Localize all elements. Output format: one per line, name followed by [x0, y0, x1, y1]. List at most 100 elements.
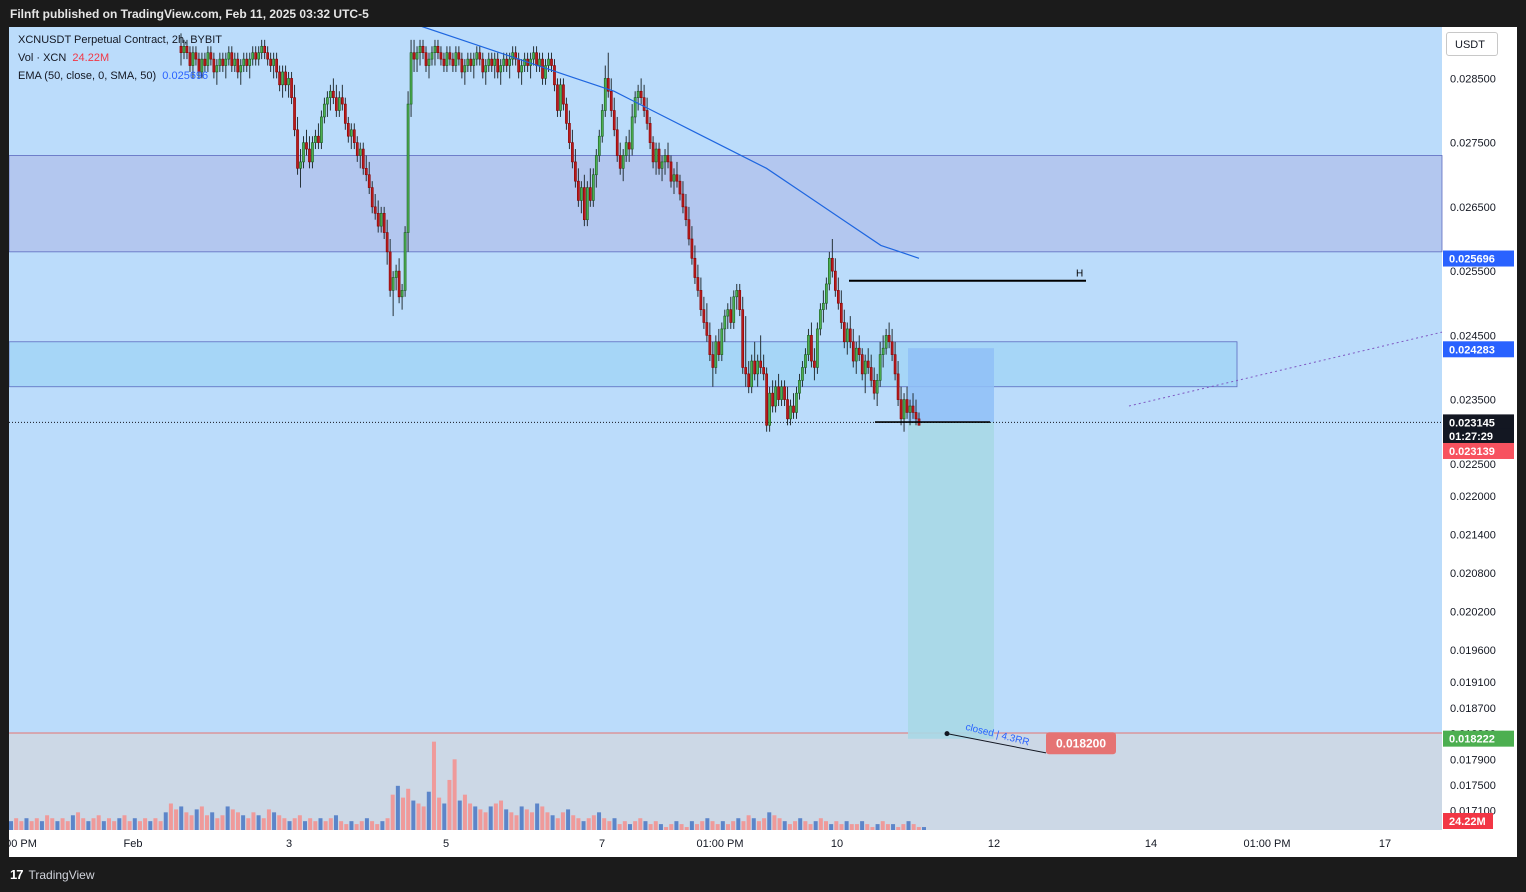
candle-body	[496, 58, 500, 73]
candle-body	[200, 58, 204, 73]
volume-bar	[581, 821, 586, 830]
volume-bar	[370, 821, 375, 830]
candle-body	[836, 290, 840, 304]
candle-body	[370, 187, 374, 208]
candle-body	[845, 328, 849, 343]
candle-body	[705, 322, 709, 336]
candle-body	[221, 58, 225, 66]
volume-bar	[499, 800, 504, 830]
candle-body	[624, 142, 628, 156]
candle-body	[594, 155, 598, 176]
volume-bar	[447, 779, 452, 830]
volume-bar	[50, 818, 55, 830]
candle-body	[586, 187, 589, 221]
candle-body	[630, 116, 634, 150]
candle-body	[457, 52, 461, 60]
candle-body	[305, 142, 308, 150]
candle-body	[798, 380, 801, 394]
candle-body	[299, 161, 302, 169]
price-axis-label	[1443, 250, 1514, 267]
volume-bar	[91, 818, 96, 830]
candle-body	[367, 174, 371, 188]
volume-bar	[602, 818, 607, 830]
candle-body	[469, 58, 473, 66]
volume-bar	[560, 812, 565, 830]
candle-body	[699, 290, 703, 310]
candle-body	[911, 405, 915, 413]
volume-bar	[834, 821, 839, 830]
candle-body	[559, 84, 562, 111]
candle-body	[672, 174, 676, 182]
candle-body	[439, 52, 443, 60]
volume-bar	[509, 812, 514, 830]
candle-body	[236, 58, 240, 73]
candle-body	[218, 58, 222, 66]
volume-bar	[746, 815, 751, 830]
candle-body	[603, 78, 607, 111]
y-tick-label: 0.021400	[1450, 529, 1496, 541]
candle-body	[335, 97, 338, 111]
candle-body	[317, 135, 320, 143]
volume-bar	[442, 803, 447, 830]
x-tick-label: 7	[599, 838, 605, 850]
legend-ema[interactable]: EMA (50, close, 0, SMA, 50) 0.025696	[18, 70, 208, 82]
volume-bar	[839, 824, 844, 830]
candle-body	[502, 58, 506, 66]
volume-bar	[122, 815, 127, 830]
candle-body	[314, 135, 317, 143]
volume-bar	[261, 818, 266, 830]
candle-body	[296, 129, 299, 169]
price-axis-label	[1443, 813, 1493, 829]
volume-bar	[148, 821, 153, 830]
volume-bar	[354, 824, 359, 830]
volume-bar	[421, 806, 426, 830]
volume-bar	[767, 812, 772, 830]
candle-body	[833, 270, 837, 291]
volume-bar	[880, 821, 885, 830]
volume-bar	[478, 809, 483, 830]
candle-body	[269, 58, 272, 66]
volume-bar	[756, 821, 761, 830]
candle-body	[191, 52, 195, 66]
volume-bar	[230, 809, 235, 830]
legend-volume[interactable]: Vol · XCN 24.22M	[18, 52, 109, 64]
candle-body	[308, 148, 311, 163]
candle-body	[905, 399, 909, 413]
volume-bar	[643, 821, 648, 830]
volume-bar	[844, 821, 849, 830]
volume-bar	[710, 821, 715, 830]
legend-title[interactable]: XCNUSDT Perpetual Contract, 2h, BYBIT	[18, 34, 222, 46]
candle-body	[448, 52, 452, 60]
candle-body	[281, 71, 284, 86]
volume-bar	[117, 818, 122, 830]
target-callout-text: 0.018200	[1056, 736, 1106, 750]
candle-body	[427, 58, 431, 66]
currency-button[interactable]: USDT	[1446, 32, 1498, 56]
candle-body	[687, 219, 691, 240]
volume-bar	[179, 806, 184, 830]
candle-body	[726, 309, 730, 317]
candle-body	[657, 148, 661, 169]
volume-bar	[137, 821, 142, 830]
candle-body	[409, 52, 413, 105]
volume-bar	[901, 824, 906, 830]
tradingview-logo[interactable]: 17 TradingView	[10, 867, 95, 882]
candle-body	[735, 290, 739, 298]
candle-body	[406, 103, 410, 233]
volume-bar	[566, 809, 571, 830]
volume-bar	[81, 818, 86, 830]
volume-bar	[251, 812, 256, 830]
candle-body	[433, 45, 437, 53]
candle-body	[615, 129, 619, 156]
y-tick-label: 0.022000	[1450, 491, 1496, 503]
volume-bar	[39, 821, 44, 830]
candle-body	[627, 142, 631, 150]
candle-body	[660, 161, 664, 169]
candle-body	[275, 58, 278, 73]
candle-body	[693, 257, 697, 278]
candle-body	[412, 52, 416, 60]
volume-bar	[303, 821, 308, 830]
position-risk-box	[908, 348, 994, 423]
candle-body	[475, 52, 479, 60]
